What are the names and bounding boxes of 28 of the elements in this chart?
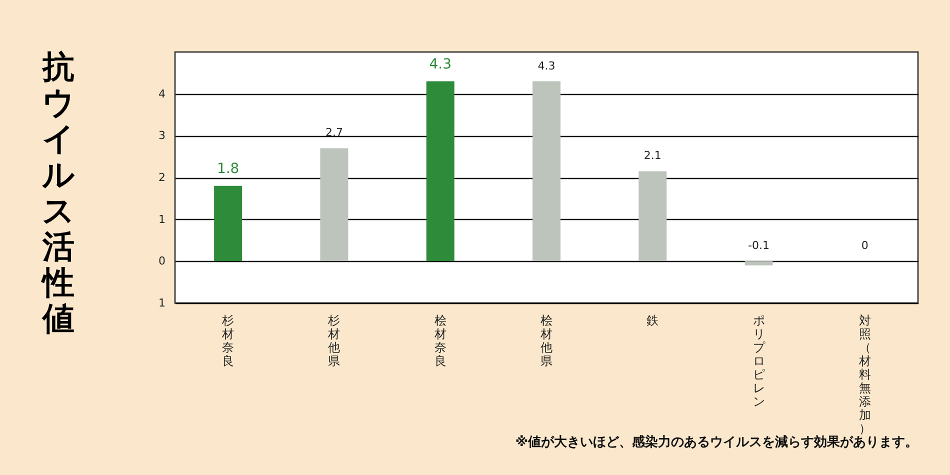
x-tick-label: 杉材他県: [327, 314, 340, 368]
bar: [320, 148, 348, 262]
y-tick-label: 4: [158, 87, 166, 100]
data-label: 2.1: [644, 149, 662, 162]
y-tick-label: 3: [158, 129, 166, 142]
y-axis-title: 抗ウイルス活性値: [40, 48, 75, 338]
y-tick-label: 1: [158, 296, 166, 310]
x-tick-label: 杉材奈良: [221, 314, 234, 368]
y-tick-label: 2: [158, 171, 166, 184]
x-tick-label: 桧材他県: [540, 314, 552, 368]
data-label: 2.7: [325, 126, 343, 140]
bar: [426, 81, 454, 262]
data-label: 4.3: [538, 59, 556, 72]
x-tick-label: 鉄: [646, 314, 659, 328]
x-tick-label: ポリプロピレン: [752, 314, 766, 408]
data-label: 0: [861, 239, 868, 252]
bar: [532, 81, 560, 262]
data-label: 1.8: [216, 160, 240, 177]
bar: [214, 186, 242, 262]
text: ※値が大きいほど、感染力のあるウイルスを減らす効果があります。: [515, 434, 918, 450]
bar: [744, 261, 773, 266]
category-label: 対照（材料無添加）: [858, 314, 871, 436]
data-label: 4.3: [429, 56, 452, 72]
data-label: -0.1: [748, 239, 770, 252]
x-tick-label: 桧材奈良: [433, 314, 446, 368]
y-tick-label: 1: [158, 212, 166, 226]
y-tick-label: 0: [158, 254, 166, 268]
bar: [638, 171, 667, 262]
